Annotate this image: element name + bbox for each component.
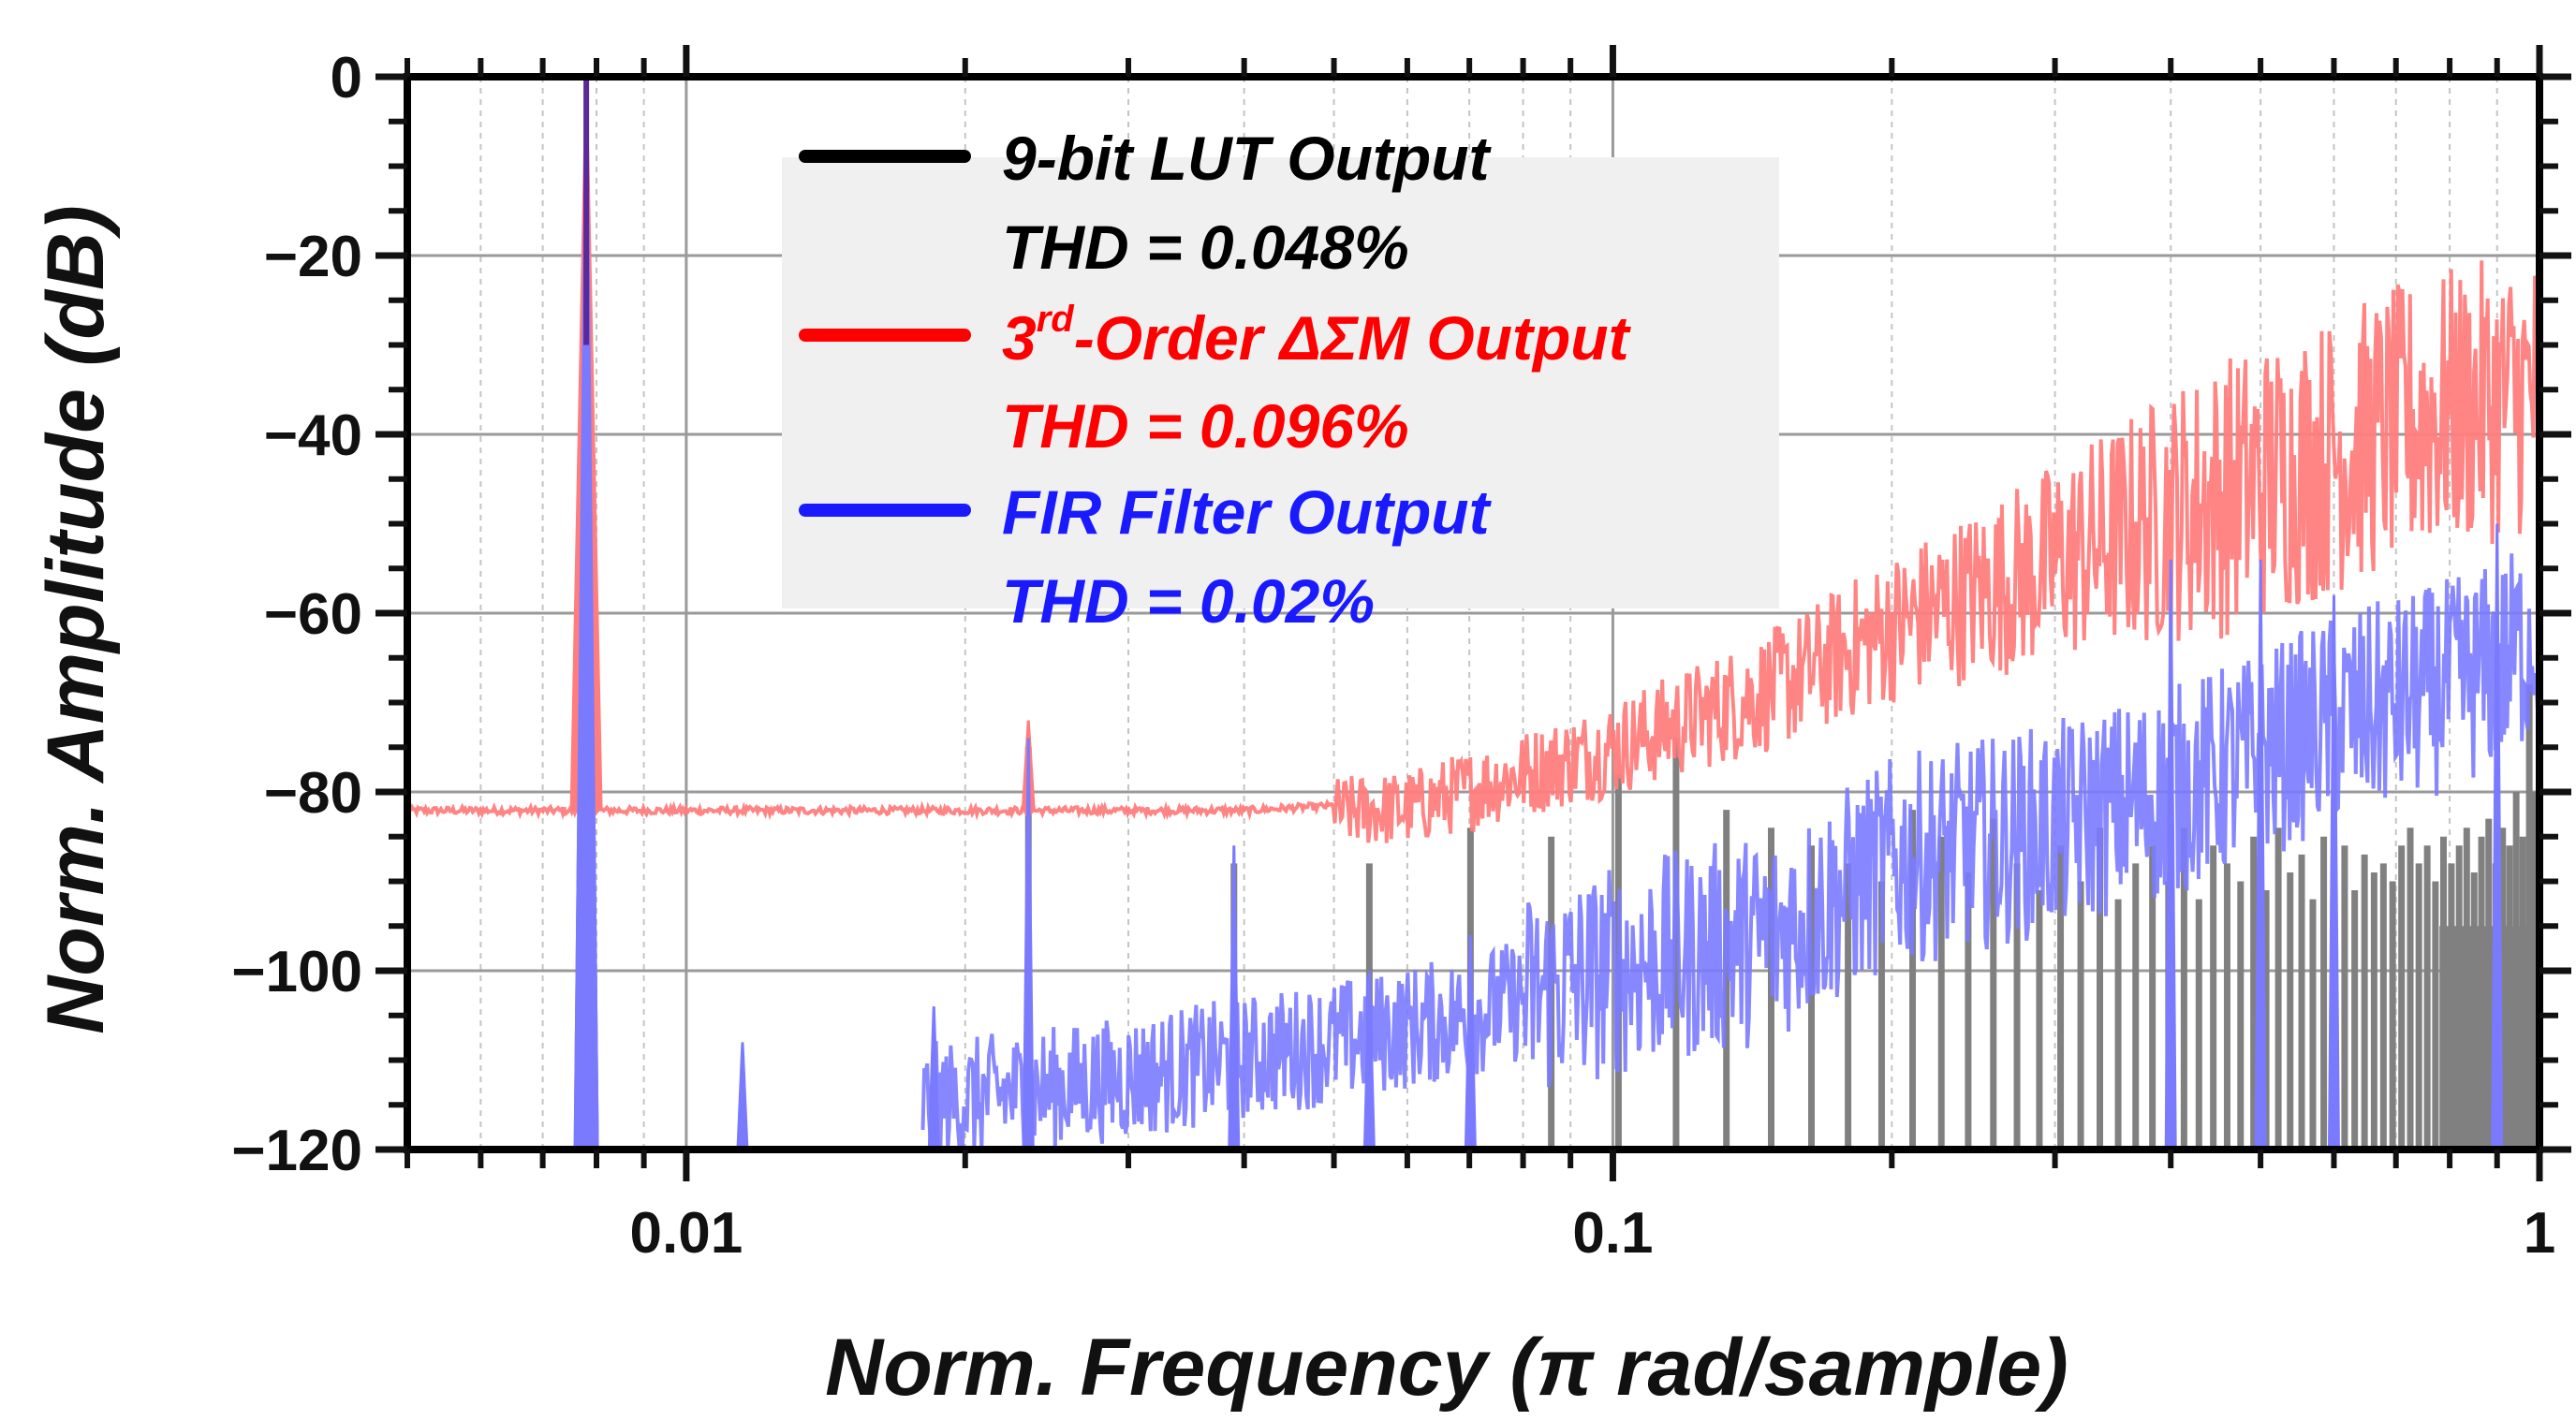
fir-noise-trace [920,553,2541,1151]
lut-dense-harmonics [2439,926,2539,1150]
legend: 9-bit LUT Output THD = 0.048% 3rd-Order … [799,124,1632,636]
dsm-noise-trace [405,260,2541,843]
legend-label-dsm-sup: rd [1037,299,1076,340]
x-tick-labels: 0.01 0.1 1 [630,1201,2556,1266]
legend-label-lut: 9-bit LUT Output [1002,124,1493,193]
y-tick-label: −20 [264,225,362,289]
x-tick-label: 0.01 [630,1201,743,1266]
ticks [375,45,2571,1181]
legend-thd-lut: THD = 0.048% [1002,212,1409,282]
y-tick-label: −40 [264,403,362,468]
legend-label-fir: FIR Filter Output [1002,477,1493,547]
legend-label-dsm-post: -Order ΔΣM Output [1074,303,1632,373]
x-tick-label: 1 [2524,1201,2555,1266]
legend-thd-fir: THD = 0.02% [1002,566,1375,636]
x-axis-title: Norm. Frequency (π rad/sample) [825,1323,2068,1413]
legend-box [782,157,1779,608]
y-tick-labels: 0 −20 −40 −60 −80 −100 −120 [231,46,362,1183]
y-tick-label: −100 [231,940,362,1004]
y-tick-label: −80 [264,761,362,826]
x-tick-label: 0.1 [1572,1201,1653,1266]
legend-background [782,157,1779,608]
legend-label-dsm: 3rd-Order ΔΣM Output [1002,299,1632,373]
y-tick-label: −60 [264,582,362,647]
legend-thd-dsm: THD = 0.096% [1002,391,1409,461]
y-tick-label: −120 [231,1119,362,1183]
y-tick-label: 0 [331,46,362,110]
legend-label-dsm-pre: 3 [1002,303,1037,373]
y-axis-title: Norm. Amplitude (dB) [31,205,121,1033]
traces [405,76,2541,1151]
